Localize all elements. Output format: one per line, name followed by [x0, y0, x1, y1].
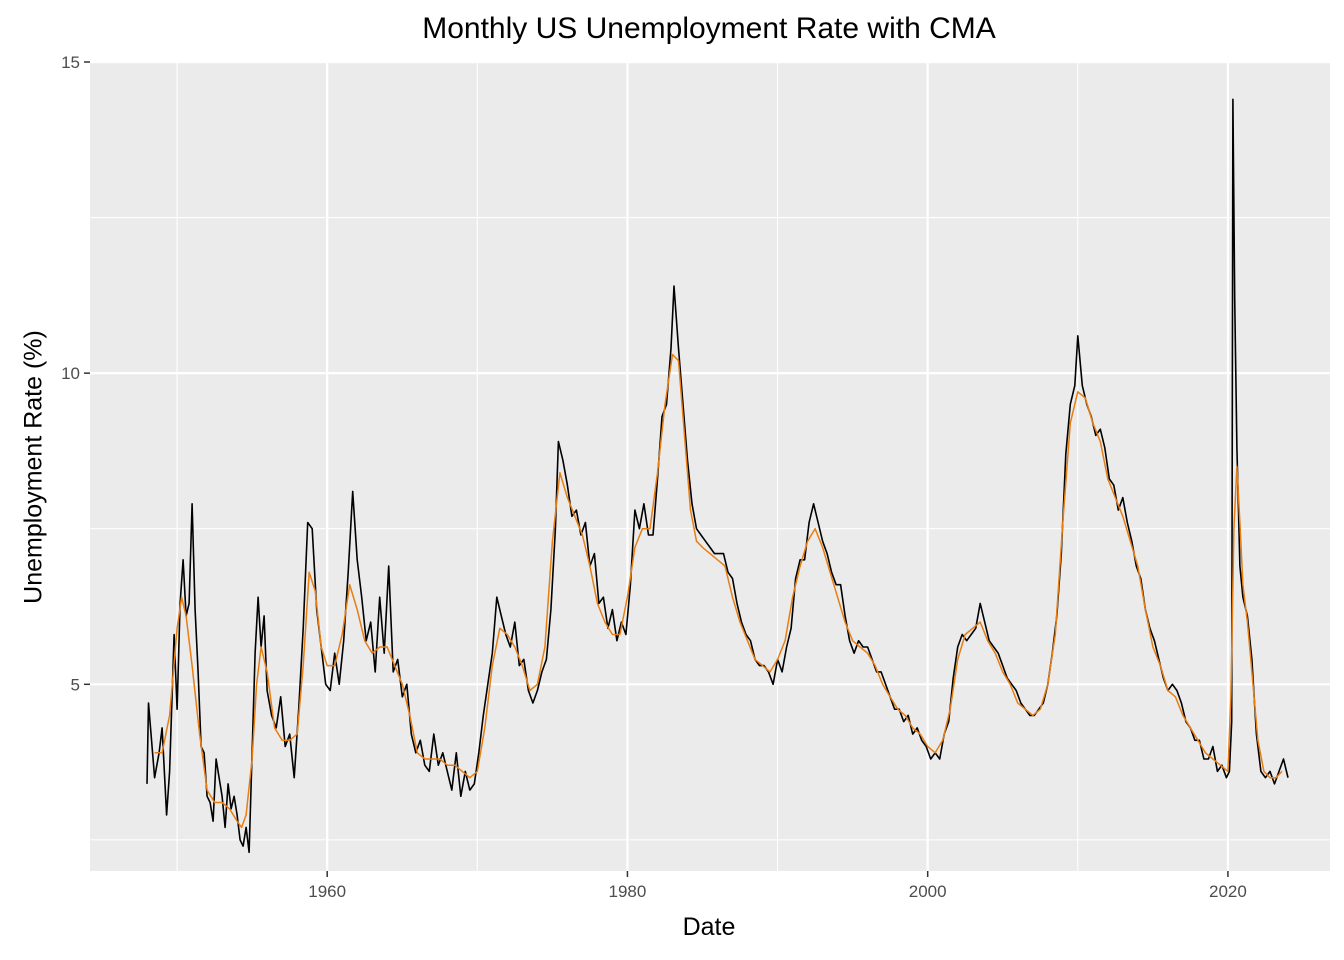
minor-grid: [90, 62, 1330, 871]
x-tick-label: 2000: [909, 882, 947, 901]
series-line-cma: [154, 353, 1283, 829]
chart-title: Monthly US Unemployment Rate with CMA: [422, 12, 996, 45]
plot-panel: [90, 62, 1330, 871]
y-tick-label: 5: [71, 675, 80, 694]
y-tick-label: 10: [61, 364, 80, 383]
x-tick-label: 1980: [609, 882, 647, 901]
major-grid: [90, 60, 1330, 871]
series-layer: [146, 98, 1289, 854]
x-tick-label: 1960: [308, 882, 346, 901]
x-axis-label: Date: [682, 913, 736, 941]
x-tick-label: 2020: [1209, 882, 1247, 901]
axes-layer: 5 10 15 1960 1980 2000 2020: [61, 53, 1247, 901]
y-tick-label: 15: [61, 53, 80, 72]
